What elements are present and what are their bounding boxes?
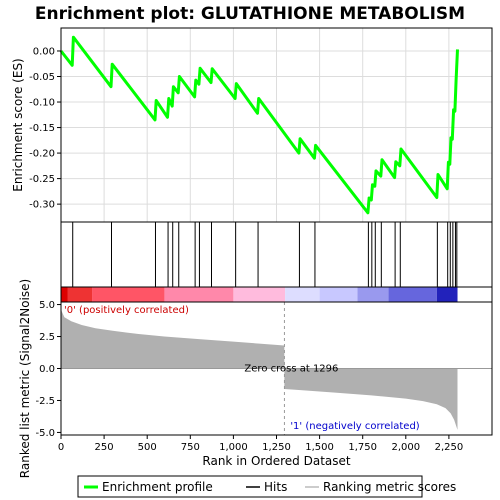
color-bar-segment <box>61 287 68 302</box>
es-tick-label: -0.25 <box>29 174 55 185</box>
rank-y-axis-label: Ranked list metric (Signal2Noise) <box>18 279 32 478</box>
hits-frame <box>60 221 493 288</box>
x-tick-label: 250 <box>95 442 114 453</box>
x-tick-label: 1,000 <box>219 442 248 453</box>
rank-tick-label: -5.0 <box>35 428 55 439</box>
x-tick-label: 2,250 <box>435 442 464 453</box>
x-tick-label: 0 <box>58 442 64 453</box>
ranking-metric-area <box>61 309 458 430</box>
chart-title: Enrichment plot: GLUTATHIONE METABOLISM <box>35 4 465 24</box>
es-panel: 0.00 -0.05 -0.10 -0.15 -0.20 -0.25 -0.30 Enrich… <box>11 27 493 223</box>
positive-correlation-label: '0' (positively correlated) <box>64 305 189 316</box>
es-tick-label: -0.05 <box>29 72 55 83</box>
legend: Enrichment profile Hits Ranking metric sco… <box>77 475 456 498</box>
x-tick-label: 1,250 <box>262 442 291 453</box>
es-tick-label: -0.20 <box>29 149 55 160</box>
rank-tick-label: 5.0 <box>39 300 55 311</box>
legend-label: Hits <box>264 480 287 494</box>
correlation-color-bar <box>60 286 493 303</box>
hits-panel <box>60 221 493 288</box>
color-bar-segment <box>285 287 320 302</box>
enrichment-profile-line <box>59 35 459 215</box>
x-axis: 0 250 500 750 1,000 1,250 1,500 1,750 2,000 2,250… <box>58 435 463 468</box>
x-tick-label: 1,500 <box>305 442 334 453</box>
x-tick-label: 500 <box>138 442 157 453</box>
es-tick-label: -0.30 <box>29 200 55 211</box>
es-tick-label: -0.15 <box>29 123 55 134</box>
rank-tick-label: 0.0 <box>39 364 55 375</box>
color-bar-segment <box>357 287 389 302</box>
legend-label: Enrichment profile <box>102 480 213 494</box>
x-axis-label: Rank in Ordered Dataset <box>202 454 350 468</box>
x-tick-label: 1,750 <box>348 442 377 453</box>
color-bar-segment <box>436 287 458 302</box>
negative-correlation-label: '1' (negatively correlated) <box>290 421 419 432</box>
es-y-axis-label: Enrichment score (ES) <box>11 58 25 191</box>
legend-label: Ranking metric scores <box>323 480 456 494</box>
color-bar-segment <box>319 287 358 302</box>
rank-metric-panel: 5.0 2.5 0.0 -2.5 -5.0 '0' (positively correla… <box>18 279 493 478</box>
x-tick-label: 2,000 <box>391 442 420 453</box>
x-tick-label: 750 <box>181 442 200 453</box>
color-bar-segment <box>164 287 234 302</box>
color-bar-segment <box>388 287 437 302</box>
color-bar-segment <box>67 287 93 302</box>
es-tick-label: -0.10 <box>29 98 55 109</box>
zero-cross-label: Zero cross at 1296 <box>244 364 338 375</box>
es-tick-label: 0.00 <box>33 46 55 57</box>
rank-tick-label: 2.5 <box>39 332 55 343</box>
rank-tick-label: -2.5 <box>35 396 55 407</box>
color-bar-segment <box>92 287 165 302</box>
color-bar-segment <box>233 287 286 302</box>
